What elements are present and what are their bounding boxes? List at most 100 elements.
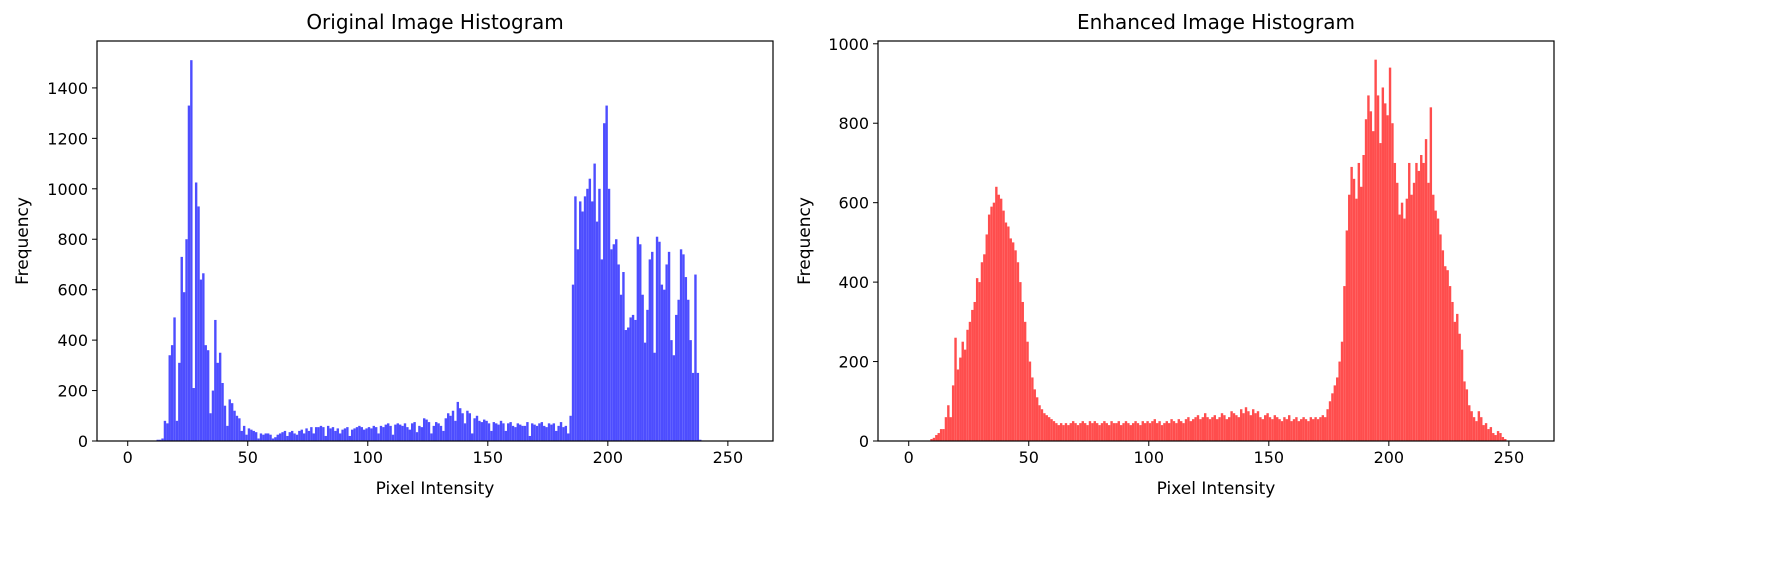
bar [1458,333,1461,441]
bar [1165,421,1168,441]
bar [1348,194,1351,441]
bar [1352,178,1356,442]
bar [1379,143,1382,442]
bar [1235,415,1238,441]
bar [1355,198,1358,441]
bar [1422,162,1425,441]
bar [679,249,683,441]
bar [1004,222,1008,441]
bar [1187,417,1190,441]
bar [547,423,551,441]
x-tick-label: 0 [904,448,914,467]
bar [1254,413,1257,441]
bar [966,329,969,441]
bar [1110,421,1113,441]
bar [422,418,426,441]
y-tick-label: 200 [57,382,88,401]
bar [329,428,332,441]
bar [1100,423,1104,441]
bar [598,188,601,441]
bar [1033,389,1036,441]
x-tick-label: 250 [1494,448,1525,467]
bar [480,422,484,441]
bar [682,254,685,441]
bar [1273,415,1277,441]
bar [278,433,282,441]
bar [1444,266,1447,441]
bar [502,423,505,441]
bar [403,423,407,441]
bar [562,427,565,441]
y-axis-label: Frequency [13,197,33,285]
bar [1388,67,1392,441]
bar [238,418,241,441]
bar [1369,111,1373,441]
bar [346,427,349,441]
bar [942,429,945,441]
bar [432,425,435,441]
bar [307,430,311,441]
bar [985,234,988,441]
y-tick-label: 400 [838,273,869,292]
bar [1117,421,1120,441]
bar [211,390,215,441]
bar [523,425,527,441]
bar [271,438,275,441]
bar [1504,439,1507,441]
bar [1122,423,1125,441]
bar [1136,423,1140,441]
x-tick-label: 50 [1019,448,1039,467]
bar [168,355,171,441]
bar [1367,95,1370,441]
bar [1496,431,1500,441]
bar [312,433,315,441]
bar [677,299,680,441]
bar [295,434,299,441]
bar [639,244,642,441]
bar [1405,198,1409,441]
bar [1208,419,1212,441]
bar [442,430,445,441]
bar [526,422,529,441]
bar [475,415,479,441]
bar [209,413,212,441]
bar [1086,425,1089,441]
bar [305,428,308,441]
bar [274,437,277,441]
bar [317,427,320,441]
bar [437,423,440,441]
x-axis-label: Pixel Intensity [376,479,495,499]
bar [173,317,176,441]
bar [178,362,181,441]
bar [1427,182,1430,441]
bar [1103,421,1106,441]
bar [1071,421,1075,441]
bar [1031,377,1034,441]
bar [937,433,940,441]
bar [384,424,387,441]
bar [939,429,943,441]
bar [1191,419,1195,441]
bar [223,405,227,441]
chart-title: Enhanced Image Histogram [1077,10,1355,34]
bar [262,434,265,441]
bar [341,429,344,441]
y-tick-label: 0 [78,432,88,451]
bar [653,352,656,441]
bar [180,256,183,441]
bar [466,410,469,441]
bar [254,432,258,441]
bar [1023,321,1027,441]
bar [954,337,957,441]
bar [1148,423,1152,441]
bar [634,319,637,441]
bar [456,401,460,441]
bar [995,186,998,441]
bar [1007,226,1010,441]
bar [391,434,395,441]
bar [959,357,962,441]
bar [298,430,301,441]
bar [1489,427,1493,441]
bar [1331,393,1334,441]
bar [1460,349,1464,441]
